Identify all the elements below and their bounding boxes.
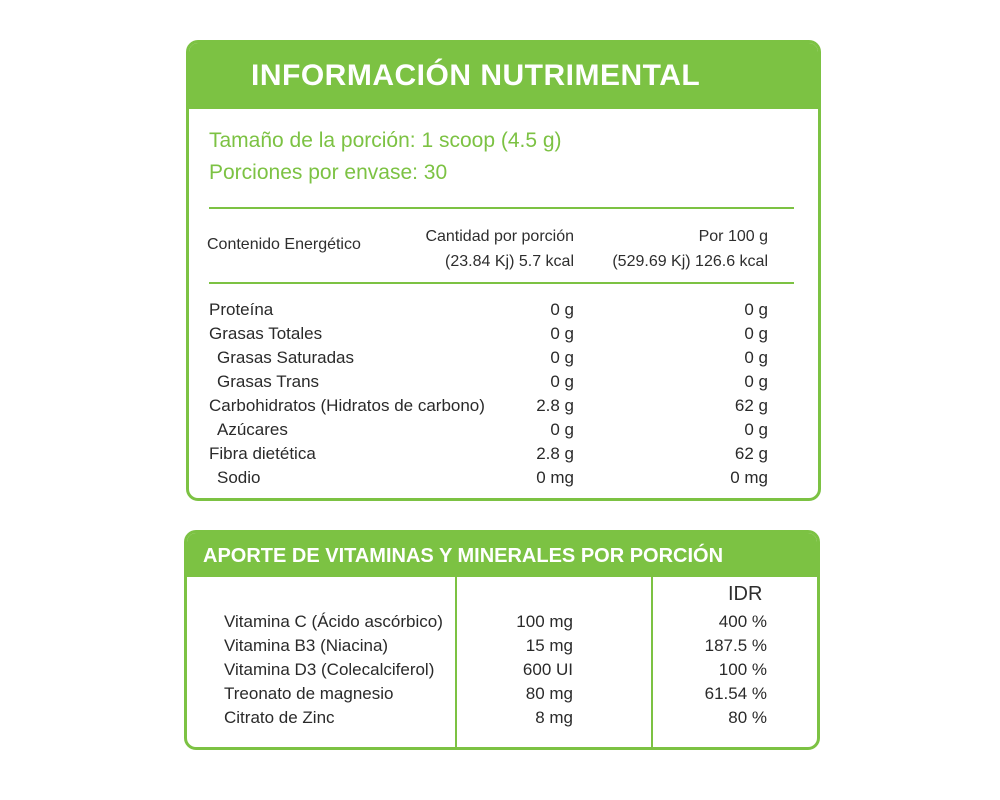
vitamin-row: Vitamina B3 (Niacina) 15 mg 187.5 %: [187, 634, 817, 658]
vitamin-idr: 80 %: [728, 708, 767, 727]
vitamin-amount: 80 mg: [525, 684, 573, 703]
vitamins-panel: APORTE DE VITAMINAS Y MINERALES POR PORC…: [184, 530, 820, 750]
nutrient-rows: Proteína 0 g 0 g Grasas Totales 0 g 0 g Gras…: [189, 298, 818, 490]
divider-middle: [209, 282, 794, 284]
nutrient-label: Grasas Trans: [217, 372, 320, 391]
nutrient-label: Proteína: [209, 300, 274, 319]
vitamin-row: Citrato de Zinc 8 mg 80 %: [187, 706, 817, 730]
nutrient-label: Grasas Saturadas: [217, 348, 355, 367]
nutrient-per-100g: 0 mg: [730, 468, 768, 487]
nutrient-row: Grasas Totales 0 g 0 g: [189, 322, 818, 346]
nutrition-facts-panel: INFORMACIÓN NUTRIMENTAL Tamaño de la por…: [186, 40, 821, 501]
nutrient-per-100g: 0 g: [744, 300, 768, 319]
vitamin-row: Vitamina D3 (Colecalciferol) 600 UI 100 %: [187, 658, 817, 682]
nutrient-row: Azúcares 0 g 0 g: [189, 418, 818, 442]
nutrient-per-serving: 2.8 g: [536, 396, 574, 415]
nutrient-per-serving: 0 g: [550, 348, 574, 367]
nutrient-per-serving: 0 g: [550, 300, 574, 319]
nutrient-per-serving: 0 mg: [536, 468, 574, 487]
vitamin-label: Citrato de Zinc: [224, 708, 335, 727]
nutrient-per-serving: 0 g: [550, 420, 574, 439]
vitamin-label: Vitamina C (Ácido ascórbico): [224, 612, 443, 631]
vitamin-rows: Vitamina C (Ácido ascórbico) 100 mg 400 % …: [187, 610, 817, 730]
idr-header: IDR: [728, 583, 763, 605]
vitamin-row: Vitamina C (Ácido ascórbico) 100 mg 400 %: [187, 610, 817, 634]
vitamin-amount: 100 mg: [516, 612, 573, 631]
nutrition-title: INFORMACIÓN NUTRIMENTAL: [189, 43, 818, 109]
vitamin-amount: 600 UI: [522, 660, 573, 679]
nutrient-row: Fibra dietética 2.8 g 62 g: [189, 442, 818, 466]
vitamin-label: Treonato de magnesio: [224, 684, 394, 703]
col2-header-line1: Por 100 g: [698, 228, 768, 245]
vitamin-amount: 8 mg: [535, 708, 573, 727]
nutrient-per-100g: 0 g: [744, 348, 768, 367]
nutrient-row: Sodio 0 mg 0 mg: [189, 466, 818, 490]
vitamin-label: Vitamina B3 (Niacina): [224, 636, 389, 655]
nutrient-row: Grasas Saturadas 0 g 0 g: [189, 346, 818, 370]
col1-header-line2: (23.84 Kj) 5.7 kcal: [445, 253, 574, 270]
nutrient-label: Grasas Totales: [209, 324, 323, 343]
nutrient-per-100g: 62 g: [734, 396, 768, 415]
vitamin-idr: 187.5 %: [704, 636, 767, 655]
nutrient-per-serving: 0 g: [550, 324, 574, 343]
column-divider-1: [455, 577, 457, 747]
vitamins-title: APORTE DE VITAMINAS Y MINERALES POR PORC…: [187, 533, 817, 577]
col1-header-line1: Cantidad por porción: [425, 228, 574, 245]
nutrient-per-100g: 0 g: [744, 420, 768, 439]
vitamin-idr: 61.54 %: [704, 684, 767, 703]
nutrient-label: Carbohidratos (Hidratos de carbono): [209, 396, 485, 415]
vitamin-row: Treonato de magnesio 80 mg 61.54 %: [187, 682, 817, 706]
vitamin-amount: 15 mg: [525, 636, 573, 655]
vitamin-label: Vitamina D3 (Colecalciferol): [224, 660, 435, 679]
col2-header-line2: (529.69 Kj) 126.6 kcal: [612, 253, 768, 270]
nutrient-row: Carbohidratos (Hidratos de carbono) 2.8 g…: [189, 394, 818, 418]
nutrient-per-serving: 2.8 g: [536, 444, 574, 463]
nutrient-per-serving: 0 g: [550, 372, 574, 391]
nutrient-per-100g: 62 g: [734, 444, 768, 463]
column-divider-2: [651, 577, 653, 747]
nutrient-label: Fibra dietética: [209, 444, 316, 463]
divider-top: [209, 207, 794, 209]
energy-label: Contenido Energético: [207, 236, 361, 253]
nutrient-per-100g: 0 g: [744, 324, 768, 343]
serving-size: Tamaño de la porción: 1 scoop (4.5 g): [209, 129, 562, 152]
nutrient-label: Azúcares: [217, 420, 288, 439]
nutrient-row: Grasas Trans 0 g 0 g: [189, 370, 818, 394]
vitamin-idr: 100 %: [718, 660, 767, 679]
servings-per-container: Porciones por envase: 30: [209, 161, 448, 184]
nutrient-row: Proteína 0 g 0 g: [189, 298, 818, 322]
nutrient-label: Sodio: [217, 468, 261, 487]
nutrient-per-100g: 0 g: [744, 372, 768, 391]
vitamin-idr: 400 %: [718, 612, 767, 631]
